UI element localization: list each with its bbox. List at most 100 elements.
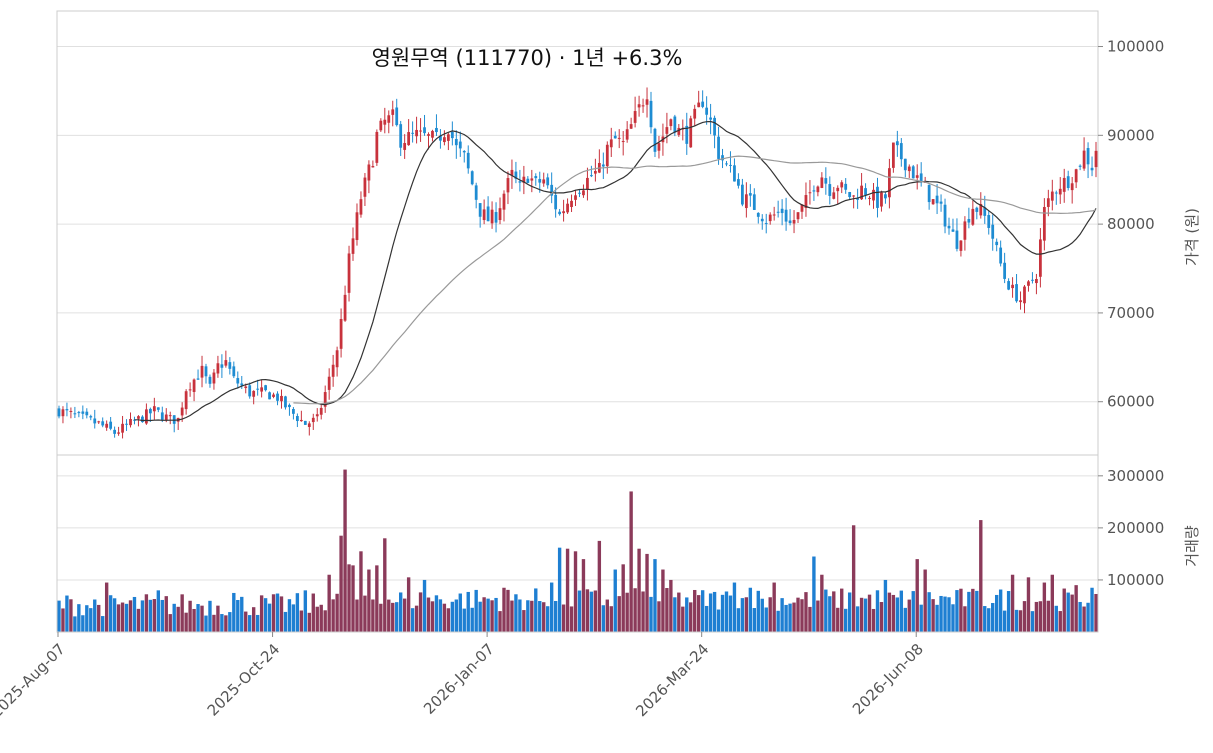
candle-body xyxy=(542,179,546,184)
volume-bar xyxy=(69,599,73,632)
candle-body xyxy=(860,185,863,200)
volume-bar xyxy=(887,592,892,632)
candle-body xyxy=(482,209,486,221)
candle-body xyxy=(1082,150,1086,169)
candle-body xyxy=(145,409,148,424)
volume-bar xyxy=(919,604,923,632)
candle-body xyxy=(105,423,109,428)
volume-bar xyxy=(677,592,681,632)
volume-bar xyxy=(704,605,709,632)
candle-body xyxy=(240,383,244,386)
volume-bar xyxy=(331,599,335,632)
volume-bar xyxy=(816,600,820,632)
candle-body xyxy=(280,395,283,402)
candle-body xyxy=(57,408,61,417)
volume-bar xyxy=(319,604,323,632)
price-tick-label: 80000 xyxy=(1107,215,1155,233)
price-tick-label: 90000 xyxy=(1107,126,1155,144)
x-tick-label: 2025-Oct-24 xyxy=(204,640,284,720)
volume-bar xyxy=(553,600,558,632)
volume-bar xyxy=(716,609,721,632)
volume-bar xyxy=(315,606,319,632)
candle-body xyxy=(319,407,323,415)
candle-body xyxy=(490,209,494,224)
candle-body xyxy=(880,192,883,207)
moving-average-line xyxy=(134,120,1097,422)
candle-body xyxy=(729,164,732,166)
volume-bar xyxy=(796,597,800,632)
volume-bar xyxy=(975,590,979,632)
candle-body xyxy=(649,100,653,128)
candle-body xyxy=(81,411,85,414)
volume-bar xyxy=(303,590,308,632)
volume-bar xyxy=(228,612,232,632)
volume-bar xyxy=(927,592,931,632)
candle-body xyxy=(848,192,852,198)
candle-body xyxy=(156,407,160,410)
candle-body xyxy=(228,362,232,369)
volume-bar xyxy=(406,577,411,632)
candle-body xyxy=(578,192,581,194)
volume-bar xyxy=(1050,574,1054,632)
candle-body xyxy=(315,414,319,417)
volume-bar xyxy=(736,608,741,632)
volume-bar xyxy=(637,548,641,632)
candle-body xyxy=(836,187,840,192)
volume-bar xyxy=(681,606,685,632)
candle-body xyxy=(514,171,518,179)
volume-bar xyxy=(514,594,518,632)
volume-bar xyxy=(490,600,494,632)
volume-bar xyxy=(847,592,852,632)
candle-body xyxy=(840,182,844,188)
volume-bar xyxy=(748,587,753,632)
volume-bar xyxy=(1010,574,1015,632)
volume-bar xyxy=(224,615,228,632)
candle-body xyxy=(164,414,168,420)
volume-bar xyxy=(89,608,93,632)
candle-body xyxy=(403,143,407,150)
candle-body xyxy=(741,184,744,205)
volume-bar xyxy=(1074,585,1078,632)
candle-body xyxy=(609,139,613,148)
volume-bar xyxy=(661,569,665,632)
volume-bar xyxy=(327,574,331,632)
volume-bar xyxy=(983,606,987,632)
candle-body xyxy=(1062,177,1066,192)
volume-bar xyxy=(939,595,943,632)
candle-body xyxy=(693,108,697,119)
candle-body xyxy=(852,195,856,197)
candle-body xyxy=(1074,169,1078,183)
volume-bar xyxy=(128,600,133,632)
candle-body xyxy=(1023,286,1026,304)
price-tick-label: 70000 xyxy=(1107,304,1155,322)
volume-bar xyxy=(712,591,717,632)
candle-body xyxy=(65,409,69,411)
volume-bar xyxy=(891,594,896,632)
candle-body xyxy=(812,190,816,192)
volume-bar xyxy=(454,599,459,632)
candle-body xyxy=(1011,284,1014,289)
volume-bar xyxy=(585,589,590,632)
candle-body xyxy=(991,224,995,239)
volume-bar xyxy=(1034,601,1039,632)
candle-body xyxy=(1031,279,1034,281)
candle-body xyxy=(423,127,426,134)
candle-body xyxy=(347,253,351,293)
candle-body xyxy=(554,194,558,210)
volume-bar xyxy=(1090,587,1094,632)
candle-body xyxy=(689,118,693,148)
candle-body xyxy=(915,175,919,178)
candle-body xyxy=(141,416,144,423)
volume-bar xyxy=(196,604,200,632)
candle-body xyxy=(264,385,267,391)
volume-bar xyxy=(613,569,617,632)
volume-bar xyxy=(168,614,172,632)
candle-body xyxy=(395,107,399,126)
volume-bars xyxy=(57,469,1098,632)
candle-body xyxy=(725,163,728,165)
candle-body xyxy=(776,211,780,213)
volume-bar xyxy=(267,603,272,632)
volume-bar xyxy=(633,588,637,632)
candle-body xyxy=(697,102,701,108)
